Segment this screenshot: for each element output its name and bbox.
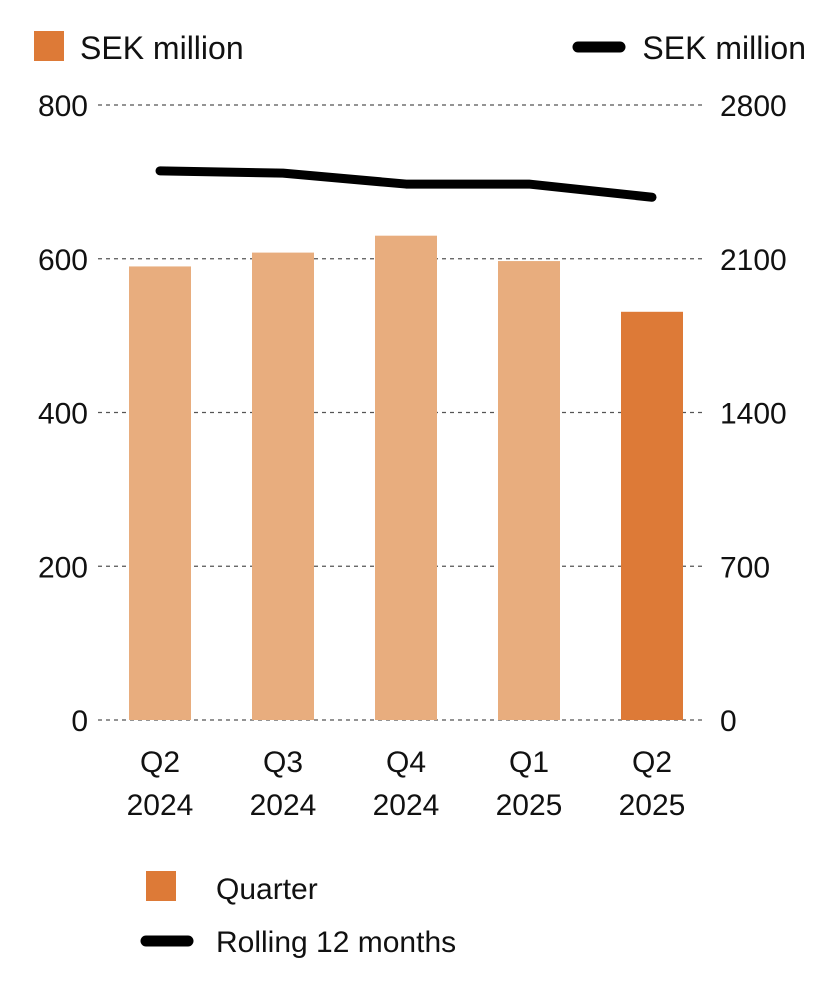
category-label-year: 2025 [496,789,563,822]
right-tick-label: 1400 [720,398,787,431]
left-tick-label: 600 [38,244,88,277]
category-label-quarter: Q3 [263,746,303,779]
left-tick-label: 200 [38,551,88,584]
rolling-12-months-line [155,166,657,202]
bar [252,252,314,720]
bar [498,261,560,720]
left-tick-label: 400 [38,398,88,431]
legend-label-quarter: Quarter [216,873,318,906]
left-unit-swatch [34,31,64,61]
legend-label-rolling: Rolling 12 months [216,926,456,959]
right-axis: 0 700 1400 2100 2800 [720,90,787,738]
category-label-year: 2024 [373,789,440,822]
right-unit-label: SEK million [642,30,806,66]
category-label-quarter: Q2 [140,746,180,779]
right-tick-label: 2100 [720,244,787,277]
bar [621,311,683,720]
right-tick-label: 2800 [720,90,787,123]
category-label-quarter: Q1 [509,746,549,779]
bars [129,235,683,720]
bar [375,235,437,720]
left-axis: 0 200 400 600 800 [38,90,88,738]
category-label-quarter: Q2 [632,746,672,779]
right-tick-label: 700 [720,551,770,584]
bar [129,266,191,720]
category-label-year: 2024 [127,789,194,822]
left-unit-label: SEK million [80,30,244,66]
category-label-year: 2025 [619,789,686,822]
category-label-year: 2024 [250,789,317,822]
line-series [155,166,657,202]
left-tick-label: 0 [71,705,88,738]
x-axis: Q2 2024 Q3 2024 Q4 2024 Q1 2025 Q2 2025 [127,746,686,822]
left-tick-label: 800 [38,90,88,123]
right-tick-label: 0 [720,705,737,738]
category-label-quarter: Q4 [386,746,426,779]
legend-swatch-quarter [146,871,176,901]
